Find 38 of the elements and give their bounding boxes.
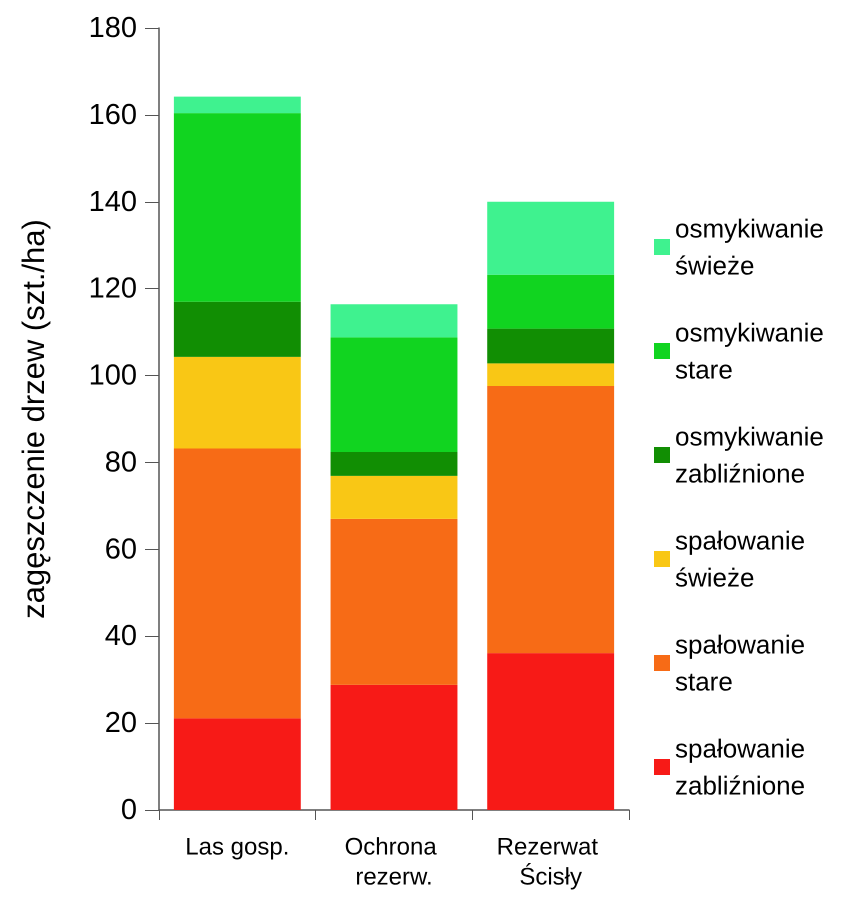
bar	[174, 113, 301, 302]
bar	[487, 653, 614, 810]
legend-label: osmykiwanie stare	[675, 318, 832, 384]
legend-label: osmykiwanie zabliźnione	[675, 422, 832, 488]
bar	[174, 718, 301, 810]
x-tick-label: Rezerwat Ścisły	[496, 834, 605, 890]
bar	[330, 337, 458, 452]
bar	[174, 356, 301, 449]
legend-label: spałowanie stare	[675, 630, 812, 696]
bar	[330, 476, 458, 519]
bar	[174, 448, 301, 718]
bar	[487, 328, 614, 364]
bar	[174, 96, 301, 114]
y-tick-label: 40	[104, 620, 137, 652]
bar	[487, 202, 614, 275]
bar	[330, 304, 458, 338]
y-tick-label: 180	[88, 12, 137, 44]
bar	[330, 684, 458, 810]
x-tick-label: Ochrona rezerw.	[344, 834, 444, 890]
legend-label: osmykiwanie świeże	[675, 214, 832, 280]
x-tick-label: Las gosp.	[185, 834, 290, 860]
y-axis-title: zagęszczenie drzew (szt./ha)	[16, 219, 51, 619]
bar	[174, 302, 301, 357]
legend-label: spałowanie zabliźnione	[675, 734, 812, 800]
y-tick-label: 80	[104, 446, 137, 478]
bar	[487, 363, 614, 386]
legend-label: spałowanie świeże	[675, 526, 812, 592]
bar	[487, 274, 614, 329]
y-tick-label: 120	[88, 272, 137, 305]
y-tick-label: 0	[120, 794, 137, 826]
y-tick-label: 160	[88, 98, 137, 131]
y-tick-label: 100	[88, 360, 137, 392]
bar	[330, 518, 458, 685]
y-tick-label: 20	[104, 707, 137, 740]
y-tick-label: 60	[104, 533, 137, 566]
bar	[487, 386, 614, 654]
bar	[330, 452, 458, 476]
y-tick-label: 140	[88, 186, 137, 218]
